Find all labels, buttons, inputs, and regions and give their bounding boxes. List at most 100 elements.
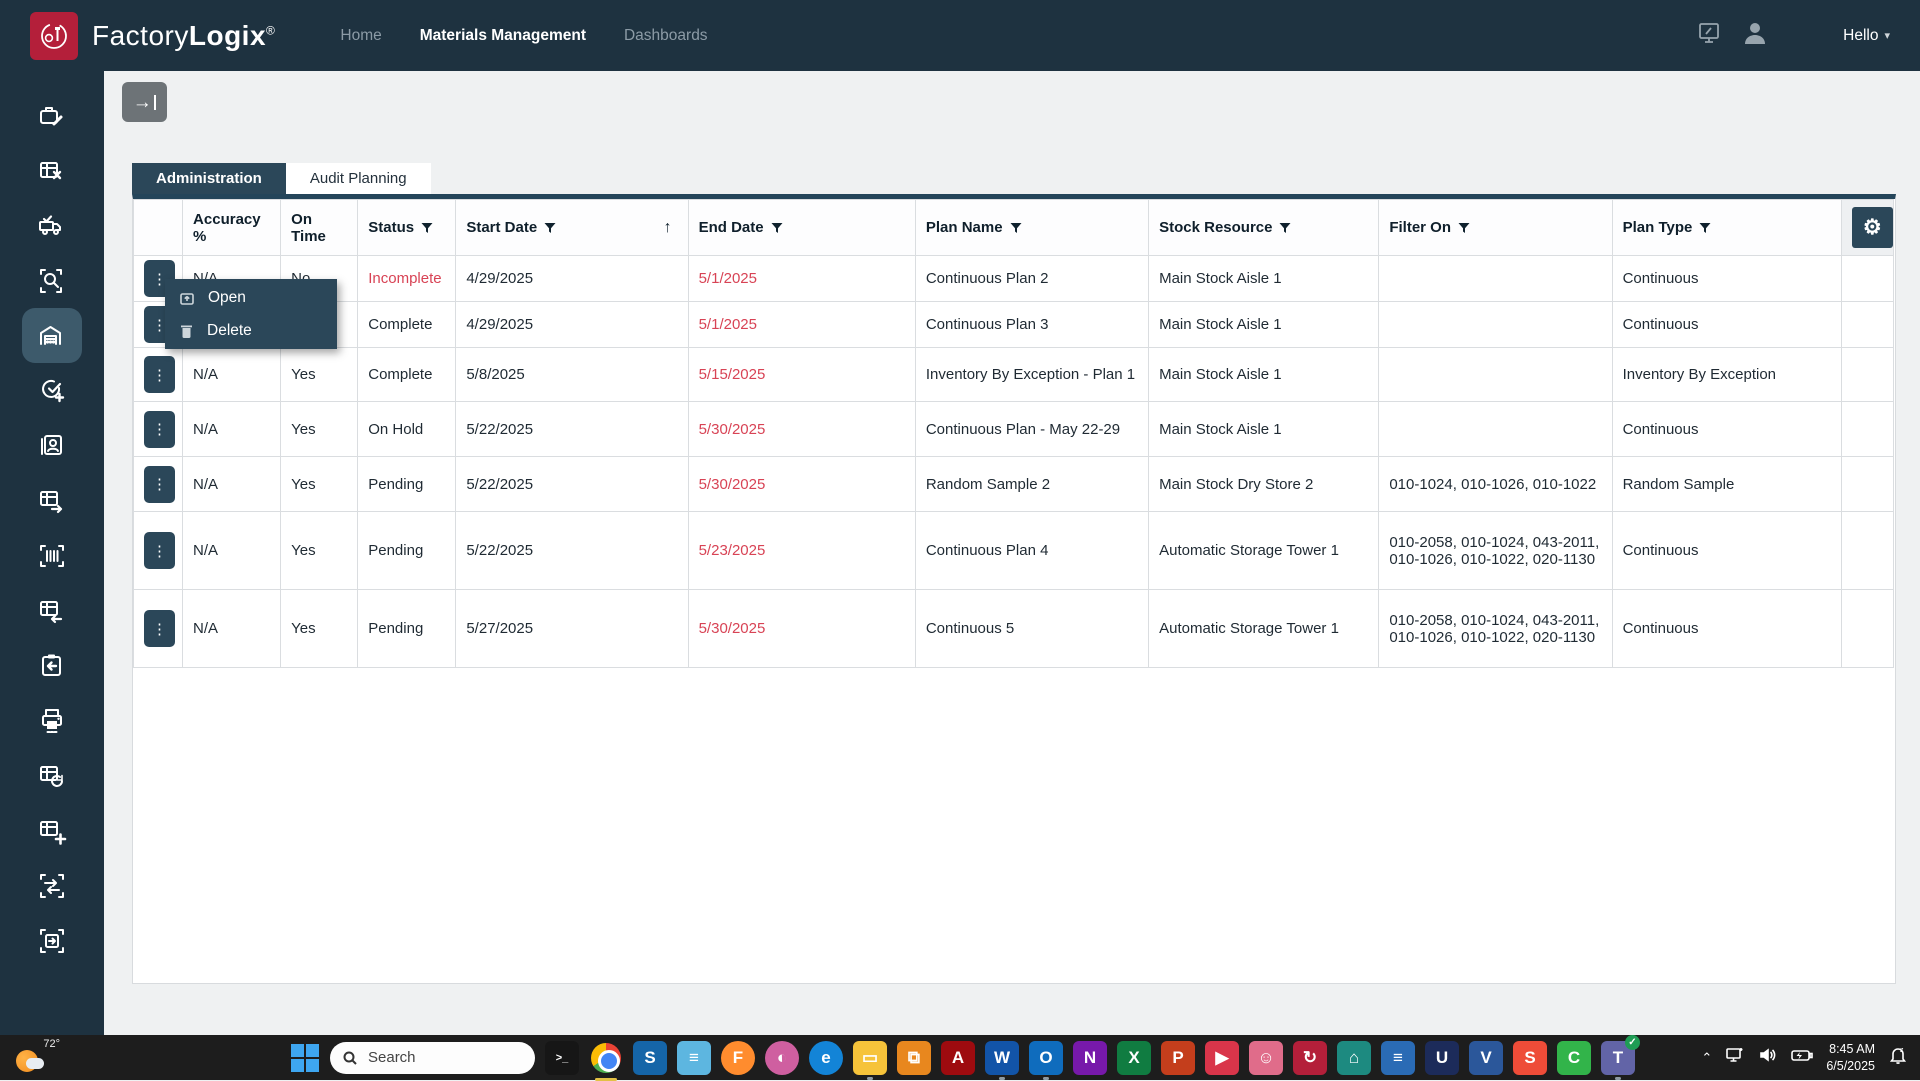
collapse-panel-button[interactable]: → [122,82,167,122]
sidebar-item-grid-refresh[interactable] [22,748,82,803]
factory-app-icon: ⌂ [1348,1047,1360,1067]
taskbar-app-powerpoint[interactable]: P [1161,1040,1195,1075]
taskbar-app-factory-app[interactable]: ⌂ [1337,1040,1371,1075]
taskbar-app-snagit-blue-app[interactable]: S [633,1040,667,1075]
nav-item-home[interactable]: Home [340,26,382,44]
filter-funnel-icon[interactable] [1010,222,1022,234]
cell-on-time: Yes [280,347,359,402]
sidebar [0,71,104,1035]
column-header-filter-on[interactable]: Filter On [1378,199,1613,256]
main-nav: Home Materials Management Dashboards [340,27,707,45]
user-menu[interactable]: Hello ▾ [1843,27,1890,45]
sidebar-item-grid-add[interactable] [22,803,82,858]
cell-spacer [1840,401,1895,457]
notification-bell-icon[interactable]: z [1888,1045,1908,1070]
row-actions-button[interactable]: ⋮ [144,356,175,393]
weather-widget[interactable]: 72° [14,1038,60,1078]
taskbar-app-excel[interactable]: X [1117,1040,1151,1075]
sidebar-item-transfer-scan[interactable] [22,858,82,913]
sidebar-item-grid-import[interactable] [22,583,82,638]
volume-icon[interactable] [1758,1046,1778,1069]
tab-administration[interactable]: Administration [132,163,286,194]
taskbar-app-acrobat[interactable]: A [941,1040,975,1075]
network-display-icon[interactable] [1725,1046,1745,1069]
cell-start-date: 5/22/2025 [455,401,689,457]
column-header-status[interactable]: Status [357,199,457,256]
taskbar-app-camtasia[interactable]: C [1557,1040,1591,1075]
nav-item-dashboards[interactable]: Dashboards [623,26,708,44]
filter-funnel-icon[interactable] [544,222,556,234]
sidebar-item-box-move[interactable] [22,913,82,968]
taskbar-app-notepad[interactable]: ≡ [677,1040,711,1075]
taskbar-app-visio[interactable]: V [1469,1040,1503,1075]
cell-start-date: 5/27/2025 [455,589,689,668]
sidebar-item-truck-check[interactable] [22,198,82,253]
taskbar-app-factorylogix-app[interactable]: ↻ [1293,1040,1327,1075]
column-header-plan-name[interactable]: Plan Name [914,199,1150,256]
context-menu-item-delete[interactable]: Delete [165,314,337,347]
row-actions-button[interactable]: ⋮ [144,410,175,448]
cell-end-date: 5/30/2025 [687,456,916,512]
taskbar-app-onenote[interactable]: N [1073,1040,1107,1075]
taskbar-app-firefox[interactable]: F [721,1040,755,1075]
nav-item-materials-management[interactable]: Materials Management [419,26,586,44]
filter-funnel-icon[interactable] [771,222,783,234]
taskbar-app-desk-app[interactable]: ≡ [1381,1040,1415,1075]
column-settings-button[interactable]: ⚙ [1851,207,1893,248]
remote-support-icon[interactable] [1696,20,1722,51]
battery-icon[interactable] [1791,1047,1814,1068]
taskbar-app-chrome[interactable] [589,1041,623,1081]
word-icon: W [993,1047,1011,1067]
tab-audit-planning[interactable]: Audit Planning [285,163,431,194]
row-actions-button[interactable]: ⋮ [144,532,175,569]
cell-stock-resource: Main Stock Aisle 1 [1148,255,1380,302]
filter-funnel-icon[interactable] [1279,222,1291,234]
taskbar-app-diagram-app[interactable]: ⧉ [897,1040,931,1075]
taskbar-app-uprise-app[interactable]: U [1425,1040,1459,1075]
sidebar-item-contact-card[interactable] [22,418,82,473]
cell-stock-resource: Main Stock Aisle 1 [1148,301,1380,348]
taskbar-app-word[interactable]: W [985,1040,1019,1080]
taskbar-app-snagit[interactable]: S [1513,1040,1547,1075]
cell-start-date: 4/29/2025 [455,301,689,348]
row-actions-button[interactable]: ⋮ [144,610,175,647]
filter-funnel-icon[interactable] [421,222,433,234]
top-bar: FactoryLogix® Home Materials Management Da… [0,0,1920,71]
sidebar-item-check-add[interactable] [22,363,82,418]
sidebar-item-warehouse[interactable] [22,308,82,363]
sidebar-item-search-scan[interactable] [22,253,82,308]
taskbar-app-teams[interactable]: T ✓ [1601,1034,1640,1080]
filter-funnel-icon[interactable] [1699,222,1711,234]
brand-title: FactoryLogix® [92,19,276,51]
sidebar-item-grid-remove[interactable] [22,143,82,198]
column-header-start-date[interactable]: Start Date ↑ [455,199,689,256]
column-header-plan-type[interactable]: Plan Type [1611,199,1842,256]
row-actions-button[interactable]: ⋮ [144,465,175,503]
vertical-ellipsis-icon: ⋮ [152,421,167,438]
header-label: Plan Name [925,219,1003,236]
column-header-stock-resource[interactable]: Stock Resource [1148,199,1380,256]
sidebar-item-briefcase-edit[interactable] [22,88,82,143]
taskbar-app-file-explorer[interactable]: ▭ [853,1040,887,1080]
sidebar-item-grid-export[interactable] [22,473,82,528]
sidebar-item-barcode-scan[interactable] [22,528,82,583]
taskbar-app-pointer-app[interactable]: ▶ [1205,1040,1239,1075]
user-avatar-icon[interactable] [1742,20,1768,51]
taskbar-app-paint[interactable]: ◐ [765,1040,799,1075]
sidebar-item-printer[interactable] [22,693,82,748]
taskbar-search-input[interactable]: Search [330,1041,535,1074]
filter-funnel-icon[interactable] [1458,222,1470,234]
cell-accuracy: N/A [182,401,282,457]
taskbar-app-terminal[interactable]: >_ [545,1040,579,1075]
windows-start-button[interactable] [290,1043,320,1073]
taskbar-clock[interactable]: 8:45 AM 6/5/2025 [1826,1041,1875,1075]
column-header-end-date[interactable]: End Date [687,199,916,256]
context-menu-item-open[interactable]: Open [165,281,337,314]
sort-ascending-icon[interactable]: ↑ [663,218,672,236]
taskbar-app-people-app[interactable]: ☺ [1249,1040,1283,1075]
tray-chevron-up-icon[interactable]: ⌃ [1701,1049,1713,1065]
taskbar-app-edge[interactable]: e [809,1040,843,1075]
taskbar-app-outlook[interactable]: O [1029,1040,1063,1080]
sidebar-item-clipboard-return[interactable] [22,638,82,693]
column-settings-header[interactable]: ⚙ [1840,199,1895,256]
